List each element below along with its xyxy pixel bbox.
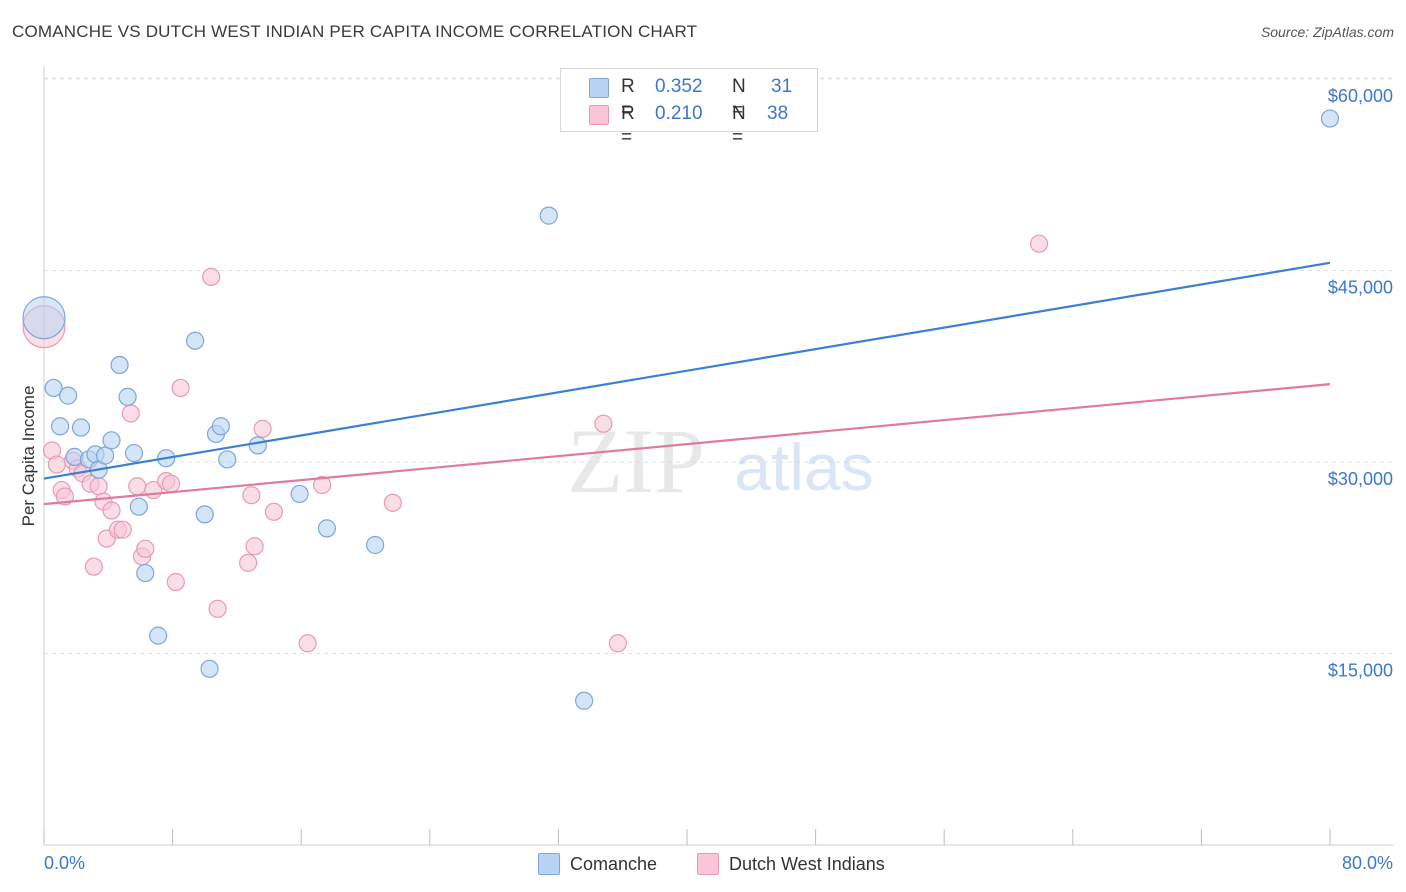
- point-comanche: [59, 386, 78, 405]
- point-dutch-west-indians: [253, 419, 272, 438]
- point-comanche: [195, 505, 214, 524]
- point-dutch-west-indians: [121, 404, 140, 423]
- axes: [43, 66, 1393, 846]
- legend-r-label: R =: [621, 103, 635, 148]
- y-axis-labels: $15,000 $30,000 $45,000 $60,000: [1328, 86, 1393, 681]
- point-dutch-west-indians: [161, 474, 181, 493]
- bottom-legend-label-comanche: Comanche: [570, 854, 658, 874]
- legend-n-value-dutch-west-indians: 38: [767, 103, 789, 124]
- legend-swatch-comanche: [589, 78, 609, 98]
- point-comanche: [71, 418, 91, 437]
- point-comanche: [1320, 109, 1340, 128]
- point-dutch-west-indians: [242, 486, 261, 505]
- point-comanche: [110, 355, 129, 375]
- y-tick-label-15000: $15,000: [1328, 661, 1393, 681]
- watermark-zip: ZIP: [567, 410, 705, 512]
- watermark-atlas: atlas: [734, 430, 873, 504]
- point-dutch-west-indians: [1029, 234, 1049, 253]
- point-dutch-west-indians: [171, 378, 190, 398]
- source-credit: Source: ZipAtlas.com: [1260, 24, 1394, 40]
- point-comanche: [44, 378, 63, 398]
- point-dutch-west-indians: [136, 539, 155, 558]
- point-dutch-west-indians: [166, 572, 185, 592]
- point-comanche: [539, 206, 558, 225]
- legend-r-label: R =: [621, 76, 635, 121]
- point-dutch-west-indians: [298, 634, 317, 653]
- y-tick-label-60000: $60,000: [1328, 86, 1393, 106]
- point-dutch-west-indians: [383, 493, 402, 512]
- point-dutch-west-indians: [84, 557, 103, 576]
- watermark: ZIP atlas: [567, 410, 874, 512]
- trend-line-comanche: [43, 261, 1331, 480]
- point-comanche: [366, 535, 385, 555]
- stats-legend: R = 0.352 N = 31 R = 0.210 N = 38: [560, 68, 818, 148]
- bottom-legend-label-dutch-west-indians: Dutch West Indians: [729, 854, 885, 874]
- point-dutch-west-indians: [128, 477, 147, 496]
- point-comanche: [136, 563, 155, 583]
- point-dutch-west-indians: [89, 477, 108, 496]
- bottom-legend-swatch-dutch-west-indians: [697, 853, 719, 875]
- point-dutch-west-indians: [113, 520, 132, 539]
- y-axis-title: Per Capita Income: [19, 386, 38, 527]
- trend-lines: [43, 261, 1331, 506]
- x-tick-label-max: 80.0%: [1342, 853, 1393, 873]
- point-comanche: [186, 331, 205, 350]
- point-dutch-west-indians: [264, 502, 283, 521]
- point-comanche: [118, 387, 137, 406]
- point-comanche: [290, 484, 309, 504]
- legend-r-value-dutch-west-indians: 0.210: [655, 103, 703, 124]
- point-comanche: [22, 296, 66, 340]
- point-dutch-west-indians: [102, 501, 121, 520]
- point-comanche: [317, 519, 337, 538]
- point-comanche: [95, 446, 115, 465]
- point-comanche: [124, 443, 144, 463]
- point-comanche: [102, 431, 121, 450]
- legend-n-label: N =: [732, 76, 746, 121]
- point-comanche: [248, 436, 267, 455]
- y-tick-label-45000: $45,000: [1328, 278, 1393, 298]
- x-tick-label-min: 0.0%: [44, 853, 85, 873]
- chart-title: COMANCHE VS DUTCH WEST INDIAN PER CAPITA…: [12, 22, 698, 41]
- point-comanche: [218, 450, 237, 469]
- point-comanche: [211, 417, 230, 436]
- point-comanche: [129, 497, 148, 516]
- legend-swatch-dutch-west-indians: [589, 105, 609, 125]
- y-tick-label-30000: $30,000: [1328, 469, 1393, 489]
- series-comanche-points: [22, 109, 1340, 710]
- legend-r-value-comanche: 0.352: [655, 76, 703, 97]
- point-dutch-west-indians: [608, 634, 627, 653]
- point-dutch-west-indians: [239, 553, 258, 572]
- point-comanche: [575, 691, 594, 710]
- bottom-legend-swatch-comanche: [538, 853, 560, 875]
- point-dutch-west-indians: [208, 599, 227, 618]
- point-dutch-west-indians: [245, 537, 264, 556]
- point-comanche: [50, 417, 70, 436]
- legend-n-value-comanche: 31: [771, 76, 793, 97]
- point-dutch-west-indians: [594, 414, 613, 433]
- point-dutch-west-indians: [47, 455, 66, 474]
- trend-line-dutch-west-indians: [43, 383, 1331, 506]
- point-dutch-west-indians: [312, 475, 332, 495]
- legend-n-label: N =: [732, 103, 746, 148]
- point-dutch-west-indians: [202, 267, 221, 286]
- point-comanche: [200, 659, 219, 678]
- point-comanche: [149, 626, 168, 645]
- series-dutch-west-indians-points: [22, 234, 1049, 653]
